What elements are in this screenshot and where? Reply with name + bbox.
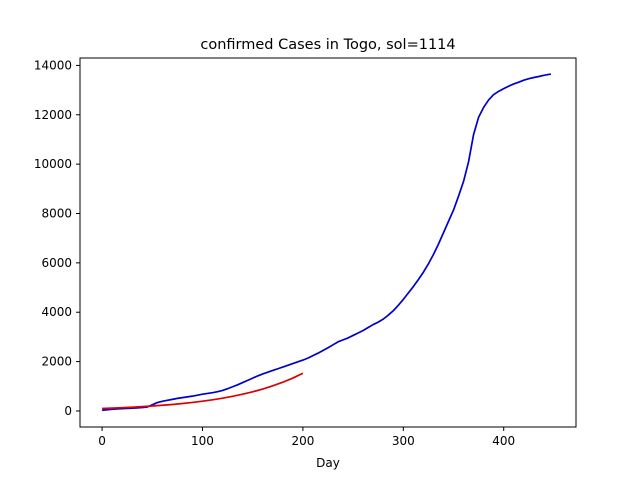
- x-tick-label: 200: [291, 434, 314, 448]
- series-line-1: [102, 73, 552, 412]
- y-tick-label: 6000: [41, 256, 72, 270]
- y-tick-label: 2000: [41, 355, 72, 369]
- x-tick-label: 400: [492, 434, 515, 448]
- plot-area: [102, 73, 552, 412]
- y-tick-label: 14000: [34, 58, 72, 72]
- plot-frame: [79, 57, 577, 428]
- axes: 0 100 200 300 400020004000600080001000012000…: [34, 58, 515, 448]
- chart-title: confirmed Cases in Togo, sol=1114: [200, 37, 455, 53]
- y-tick-label: 12000: [34, 108, 72, 122]
- x-tick-label: 300: [392, 434, 415, 448]
- x-axis-label: Day: [316, 456, 340, 470]
- y-tick-label: 0: [64, 404, 72, 418]
- x-tick-label: 100: [191, 434, 214, 448]
- y-tick-label: 8000: [41, 206, 72, 220]
- y-tick-label: 4000: [41, 305, 72, 319]
- y-tick-label: 10000: [34, 157, 72, 171]
- x-tick-label: 0: [98, 434, 106, 448]
- series-line-2: [102, 372, 304, 410]
